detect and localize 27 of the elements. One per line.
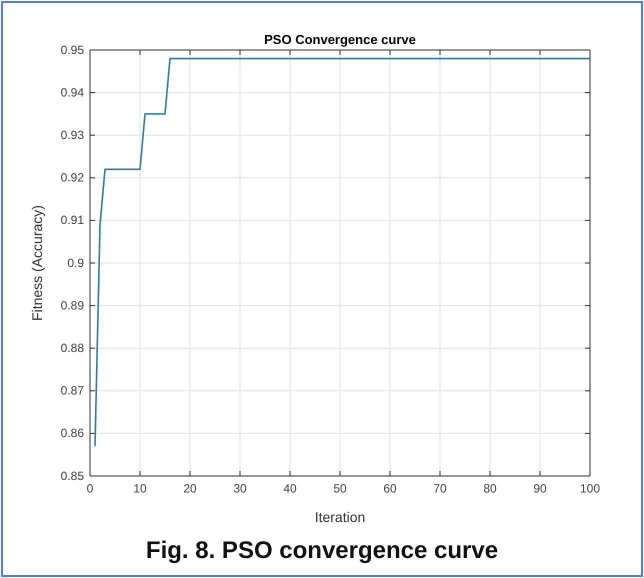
x-tick-label: 20 <box>183 482 197 496</box>
y-axis-title: Fitness (Accuracy) <box>29 205 45 321</box>
y-tick-label: 0.92 <box>60 170 84 185</box>
x-tick-label: 50 <box>333 482 347 496</box>
caption: Fig. 8. PSO convergence curve <box>146 537 498 564</box>
x-tick-label: 90 <box>533 482 547 496</box>
y-tick-label: 0.86 <box>60 426 84 440</box>
y-tick-label: 0.88 <box>60 341 84 356</box>
x-axis-title: Iteration <box>314 509 366 525</box>
x-tick-label: 80 <box>483 482 497 496</box>
x-tick-label: 0 <box>86 482 94 496</box>
chart-title: PSO Convergence curve <box>264 32 416 47</box>
x-tick-label: 70 <box>433 482 447 496</box>
x-tick-label: 60 <box>383 482 397 496</box>
y-tick-label: 0.9 <box>67 256 84 270</box>
y-tick-label: 0.95 <box>60 42 84 57</box>
line-series <box>94 58 591 447</box>
x-tick-label: 10 <box>133 482 147 496</box>
y-tick-label: 0.93 <box>60 128 84 142</box>
x-tick-label: 40 <box>283 482 297 496</box>
y-tick-label: 0.91 <box>60 213 84 228</box>
y-tick-label: 0.89 <box>60 298 84 312</box>
y-tick-label: 0.94 <box>60 85 84 100</box>
x-tick-label: 30 <box>233 482 247 496</box>
y-tick-label: 0.85 <box>60 468 84 483</box>
x-tick-label: 100 <box>580 482 600 496</box>
y-tick-label: 0.87 <box>60 384 84 398</box>
